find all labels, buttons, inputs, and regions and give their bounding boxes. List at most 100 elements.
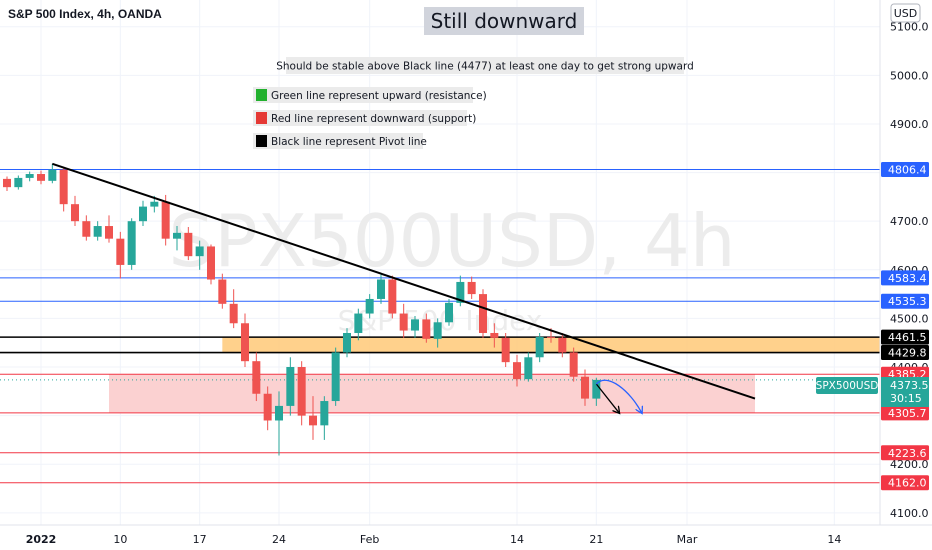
- candle-body: [275, 405, 283, 421]
- candle-body: [501, 337, 510, 363]
- candle-body: [411, 319, 419, 331]
- note-callout[interactable]: Should be stable above Black line (4477)…: [276, 57, 694, 74]
- price-tick-label: 4700.0: [890, 215, 929, 228]
- price-tick-label: 5000.0: [890, 69, 929, 82]
- time-tick-label: 24: [272, 533, 286, 546]
- headline-box[interactable]: [424, 7, 584, 35]
- candle-body: [59, 169, 68, 205]
- price-tick-label: 5100.0: [890, 21, 929, 34]
- level-label-text: 4305.7: [888, 407, 927, 420]
- price-tick-label: 4500.0: [890, 312, 929, 325]
- candle-body: [105, 226, 113, 239]
- candle-body: [229, 303, 238, 324]
- candle-body: [445, 302, 453, 323]
- orange-zone: [222, 337, 881, 353]
- time-tick-label: 14: [827, 533, 841, 546]
- price-level-labels: 4806.44583.44535.34461.54429.84385.24305…: [881, 161, 929, 491]
- candle-body: [535, 336, 544, 358]
- candle-body: [37, 174, 45, 181]
- candle-body: [286, 367, 295, 406]
- pivot-trendline: [52, 162, 756, 400]
- price-tick-label: 4900.0: [890, 118, 929, 131]
- candle-body: [3, 178, 11, 188]
- note-box[interactable]: [286, 57, 684, 74]
- price-zones: [109, 337, 881, 413]
- legend-item-box: [253, 87, 473, 103]
- currency-button-frame[interactable]: [890, 3, 921, 23]
- candlestick-series: [3, 163, 601, 456]
- candle-body: [558, 337, 567, 353]
- level-label-text: 4429.8: [888, 347, 927, 360]
- level-label-box: [881, 475, 929, 491]
- price-tick-label: 4200.0: [890, 458, 929, 471]
- level-label-box: [881, 293, 929, 309]
- candle-body: [150, 201, 159, 207]
- time-tick-label: 21: [589, 533, 603, 546]
- legend-item-box: [253, 133, 423, 149]
- level-label-box: [881, 161, 929, 177]
- candle-body: [241, 323, 249, 362]
- price-scale[interactable]: 4100.04200.04300.04400.04500.04600.04700…: [879, 0, 929, 525]
- symbol-badge: [816, 377, 878, 394]
- candle-body: [252, 361, 261, 394]
- candle-body: [184, 232, 193, 257]
- time-tick-label: Mar: [677, 533, 698, 546]
- note-text: Should be stable above Black line (4477)…: [276, 61, 694, 73]
- level-label-text: 4806.4: [888, 163, 927, 176]
- level-label-text: 4162.0: [888, 477, 927, 490]
- level-label-box: [881, 445, 929, 461]
- candle-body: [377, 279, 385, 299]
- candle-body: [479, 294, 487, 333]
- legend-item-label: Green line represent upward (resistance): [271, 90, 487, 102]
- legend-item-label: Black line represent Pivot line: [271, 136, 427, 148]
- candle-body: [467, 281, 476, 295]
- candle-body: [127, 221, 136, 265]
- candle-body: [592, 379, 601, 399]
- legend-item-box: [253, 110, 467, 126]
- legend-swatch: [256, 135, 267, 147]
- level-label-text: 4223.6: [888, 447, 927, 460]
- candle-body: [195, 246, 204, 257]
- level-label-box: [881, 405, 929, 421]
- level-label-box: [881, 329, 929, 345]
- symbol-title[interactable]: S&P 500 Index, 4h, OANDA: [8, 7, 162, 21]
- headline-callout[interactable]: Still downward: [424, 7, 584, 35]
- price-level-lines: [0, 168, 880, 484]
- candle-body: [14, 177, 23, 188]
- time-scale-ticks: 2022 10 17 24 Feb 14 21 Mar 14: [26, 533, 842, 546]
- pink-zone: [109, 374, 755, 413]
- headline-text: Still downward: [431, 9, 578, 33]
- level-label-text: 4583.4: [888, 272, 927, 285]
- candle-body: [343, 332, 351, 353]
- candle-body: [422, 319, 431, 339]
- candle-body: [354, 313, 363, 333]
- candle-body: [218, 279, 227, 304]
- candle-body: [388, 279, 397, 314]
- legend-swatch: [256, 89, 267, 101]
- legend-item-label: Red line represent downward (support): [271, 113, 476, 125]
- candle-body: [569, 352, 578, 377]
- price-scale-ticks: 4100.04200.04300.04400.04500.04600.04700…: [890, 21, 929, 520]
- candle-body: [524, 357, 533, 380]
- projection-arrow-black: [595, 383, 619, 413]
- candle-body: [320, 401, 329, 426]
- candle-body: [207, 246, 215, 280]
- candle-body: [93, 226, 102, 237]
- currency-button[interactable]: USD: [890, 3, 921, 23]
- candle-body: [547, 336, 555, 338]
- candle-body: [365, 298, 374, 314]
- price-tick-label: 4100.0: [890, 507, 929, 520]
- candle-body: [263, 393, 272, 421]
- current-price-value: 4373.5: [890, 379, 929, 392]
- candle-body: [456, 281, 465, 303]
- candle-body: [433, 322, 442, 339]
- candle-body: [139, 206, 147, 222]
- time-tick-label: 10: [113, 533, 127, 546]
- candle-body: [309, 415, 317, 426]
- time-scale[interactable]: 2022 10 17 24 Feb 14 21 Mar 14: [0, 524, 932, 546]
- currency-button-label[interactable]: USD: [894, 7, 918, 20]
- trend-drawings: [52, 162, 756, 413]
- symbol-badge-label: SPX500USD: [816, 380, 879, 392]
- time-tick-label: Feb: [360, 533, 379, 546]
